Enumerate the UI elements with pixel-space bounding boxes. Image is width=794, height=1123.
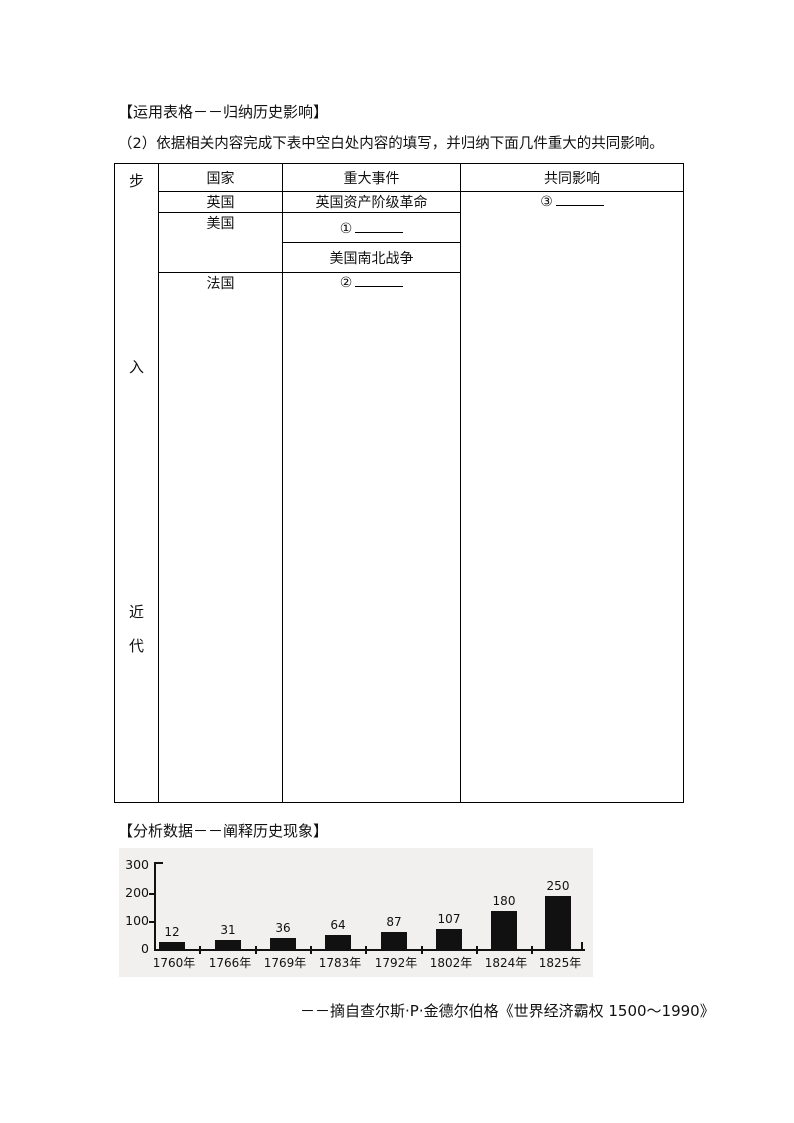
bar-value-label: 12	[164, 925, 180, 939]
x-tick-mark	[421, 946, 423, 954]
blank-3-label: ③	[540, 194, 553, 210]
x-tick-label: 1824年	[484, 956, 528, 970]
bar	[545, 896, 571, 949]
y-tick-mark	[149, 893, 154, 895]
bar	[215, 940, 241, 949]
x-tick-mark	[365, 946, 367, 954]
y-tick-label: 300	[125, 857, 149, 872]
header-influence: 共同影响	[460, 163, 684, 192]
bar-value-label: 36	[275, 921, 291, 935]
table-row-france: 法国 ②	[115, 272, 684, 803]
cell-country-france: 法国	[158, 272, 283, 803]
y-tick-label: 0	[141, 941, 149, 956]
bar-value-label: 31	[220, 923, 236, 937]
history-table: 步 入 近 代 国家 重大事件 共同影响 英国 英国资产阶级革命 ③ 美国 ① …	[114, 163, 684, 803]
bar-value-label: 107	[437, 912, 461, 926]
x-tick-label: 1783年	[318, 956, 362, 970]
x-tick-label: 1792年	[374, 956, 418, 970]
header-country: 国家	[158, 163, 283, 192]
question-text: （2）依据相关内容完成下表中空白处内容的填写，并归纳下面几件重大的共同影响。	[118, 136, 664, 152]
table-header-row: 步 入 近 代 国家 重大事件 共同影响	[114, 163, 684, 803]
cell-common-influence: ③	[460, 191, 684, 803]
x-tick-label: 1769年	[263, 956, 307, 970]
x-tick-mark	[476, 946, 478, 954]
bar	[436, 929, 462, 949]
step-char-4: 代	[128, 637, 144, 655]
step-char-1: 步	[128, 172, 144, 190]
blank-3-line	[555, 193, 604, 206]
step-char-3: 近	[128, 603, 144, 621]
step-char-2: 入	[128, 358, 144, 376]
bar-value-label: 180	[492, 894, 516, 908]
y-axis-line	[154, 862, 156, 951]
x-axis-end-tick	[581, 942, 583, 951]
bar	[270, 938, 296, 949]
bar-value-label: 250	[546, 879, 570, 893]
cell-country-america: 美国	[158, 212, 283, 273]
x-tick-mark	[310, 946, 312, 954]
y-tick-label: 100	[125, 913, 149, 928]
cell-event-britain: 英国资产阶级革命	[282, 191, 461, 213]
section-title-table: 【运用表格－－归纳历史影响】	[118, 103, 329, 121]
cell-event-blank-1: ①	[282, 212, 461, 243]
bar-chart: 0 100 200 300 12 1760年 31 1766年 36 1769年 64 1783年 87…	[119, 848, 593, 977]
bar	[159, 942, 185, 949]
x-tick-label: 1766年	[208, 956, 252, 970]
step-column-cell: 步 入 近 代	[114, 163, 159, 803]
section-title-data: 【分析数据－－阐释历史现象】	[118, 822, 329, 840]
y-tick-mark	[149, 921, 154, 923]
cell-event-blank-2: ②	[282, 272, 461, 803]
table-row-america-1: 美国 ①	[115, 212, 684, 273]
source-citation: －－摘自查尔斯·P·金德尔伯格《世界经济霸权 1500～1990》	[300, 1002, 715, 1020]
bar	[325, 935, 351, 949]
bar	[381, 932, 407, 949]
table-row-america-2: 美国南北战争	[115, 242, 684, 273]
bar-value-label: 64	[330, 918, 346, 932]
bar-value-label: 87	[386, 915, 402, 929]
x-tick-mark	[531, 946, 533, 954]
blank-2-label: ②	[339, 275, 353, 291]
x-tick-label: 1802年	[429, 956, 473, 970]
blank-2-line	[355, 274, 404, 287]
y-axis-top-cap	[156, 862, 163, 864]
cell-country-britain: 英国	[158, 191, 283, 213]
y-tick-label: 200	[125, 885, 149, 900]
header-event: 重大事件	[282, 163, 461, 192]
x-axis-line	[154, 949, 585, 951]
table-row-britain: 英国 英国资产阶级革命 ③	[115, 191, 684, 803]
cell-event-civil-war: 美国南北战争	[282, 242, 461, 273]
x-tick-label: 1825年	[538, 956, 582, 970]
x-tick-mark	[199, 946, 201, 954]
blank-1-line	[355, 219, 404, 233]
blank-1-label: ①	[339, 220, 353, 237]
x-tick-mark	[255, 946, 257, 954]
x-tick-label: 1760年	[152, 956, 196, 970]
bar	[491, 911, 517, 949]
